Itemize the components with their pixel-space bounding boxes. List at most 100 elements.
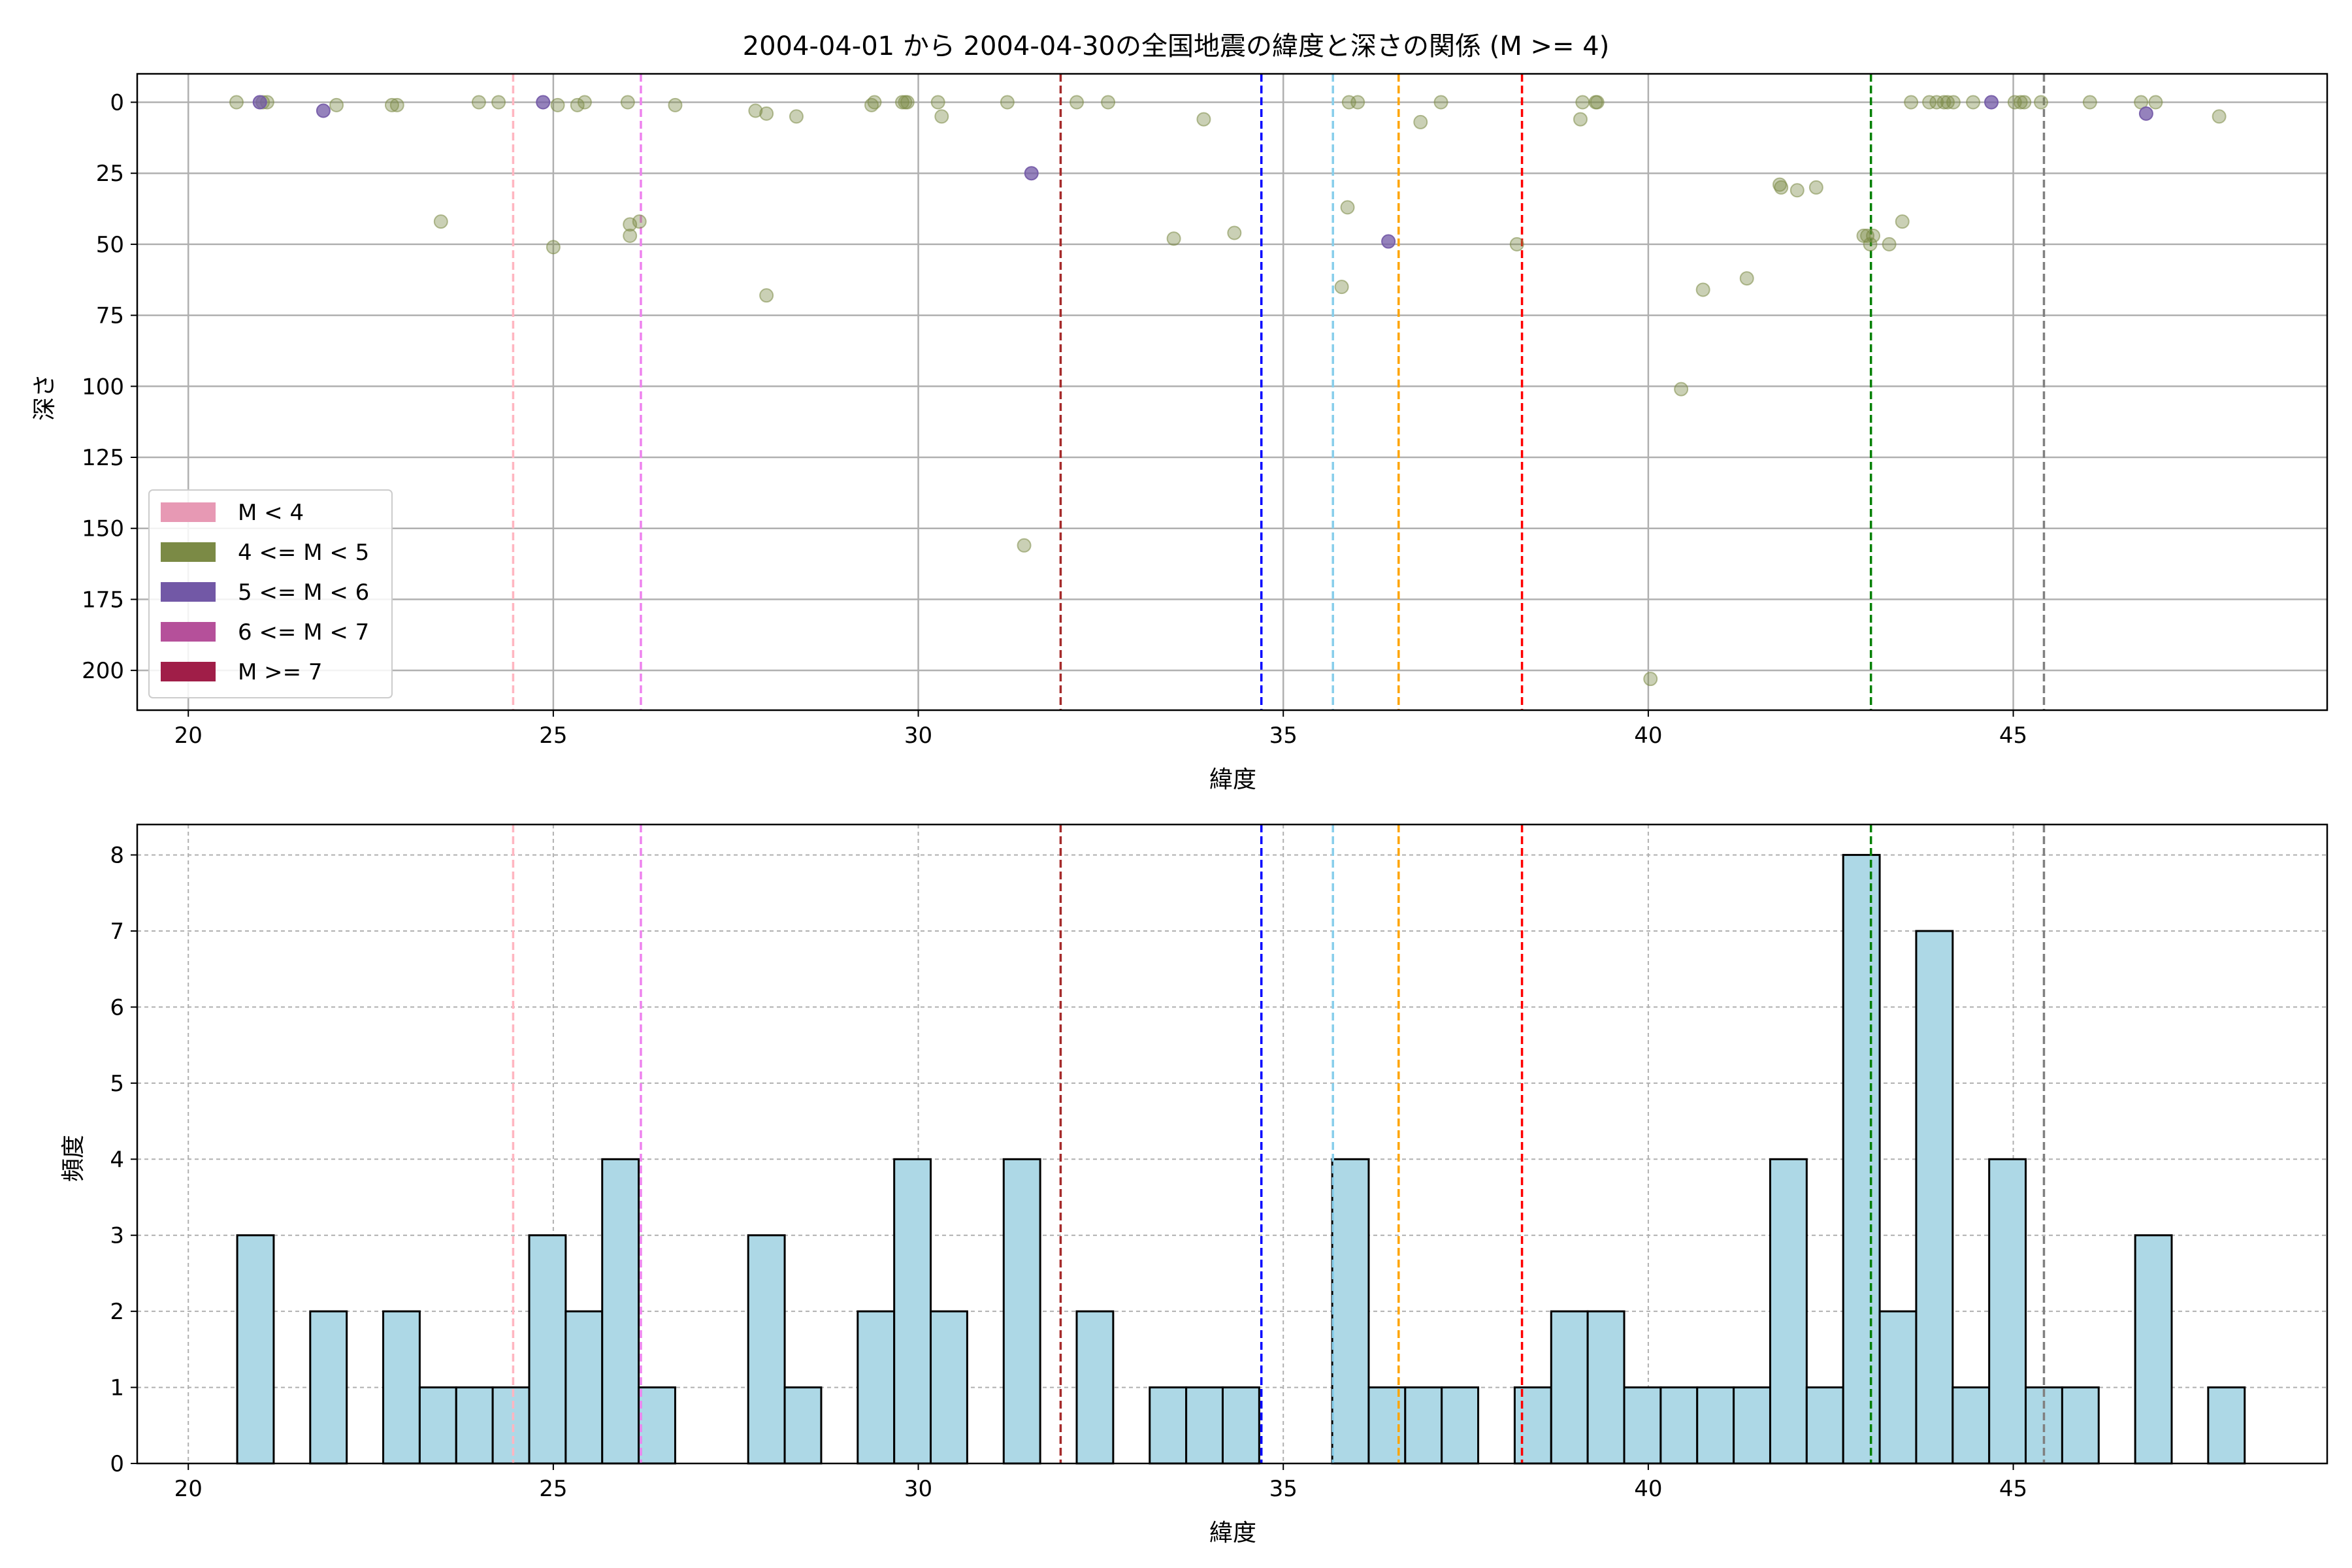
scatter-point [1024,166,1039,181]
histogram-bar [1513,1386,1552,1465]
scatter-point [1017,538,1032,553]
histogram-bar [1952,1386,1991,1465]
histogram-bar [1805,1386,1844,1465]
scatter-point [1808,180,1823,195]
legend-label: 5 <= M < 6 [238,580,369,606]
scatter-point [2034,95,2049,110]
y-tick-label: 5 [110,1071,124,1097]
histogram-bar [857,1310,896,1465]
scatter-point [623,228,638,243]
scatter-point [577,95,592,110]
scatter-point [1904,95,1919,110]
scatter-point [748,103,763,118]
histogram-bar [455,1386,494,1465]
scatter-point [2148,95,2163,110]
scatter-point [433,214,448,229]
scatter-point [934,109,949,124]
legend-items: M < 4 4 <= M < 5 5 <= M < 6 6 <= M < 7 M >= … [161,500,369,685]
scatter-y-label: 深さ [31,374,58,421]
histogram-bar [1988,1158,2027,1465]
histogram-bar [783,1386,823,1465]
histogram-bar [1915,930,1954,1465]
scatter-point [546,240,561,255]
scatter-point [1000,95,1015,110]
scatter-point [252,95,267,110]
legend-swatch [161,662,216,681]
scatter-point [1070,95,1085,110]
y-tick-label: 4 [110,1147,124,1173]
histogram-bar [1623,1386,1662,1465]
scatter-point [316,103,331,118]
scatter-point [1573,112,1588,127]
y-tick-label: 200 [82,658,124,684]
legend: M < 4 4 <= M < 5 5 <= M < 6 6 <= M < 7 M >= … [148,489,393,698]
x-tick-label: 40 [1634,1476,1662,1502]
x-tick-label: 20 [174,1476,203,1502]
y-tick-label: 175 [82,587,124,613]
scatter-point [570,97,585,112]
scatter-point [1643,672,1658,687]
scatter-point [550,97,565,112]
scatter-point [1381,234,1396,249]
scatter-point [1350,95,1365,110]
histogram-bar [893,1158,932,1465]
scatter-point [1509,237,1524,252]
scatter-point [384,97,399,112]
scatter-point [1882,237,1897,252]
scatter-point [620,95,635,110]
histogram-bar [528,1234,567,1465]
legend-swatch [161,542,216,562]
y-tick-label: 150 [82,516,124,542]
x-tick-label: 35 [1269,723,1298,749]
histogram-bar [418,1386,457,1465]
histogram-bar [309,1310,348,1465]
y-tick-label: 1 [110,1375,124,1401]
y-tick-label: 3 [110,1223,124,1249]
histogram-bar [638,1386,676,1465]
scatter-point [229,95,244,110]
scatter-point [1984,95,1999,110]
x-tick-label: 40 [1634,723,1662,749]
histogram-frame [136,823,2328,1465]
histogram-bar [930,1310,968,1465]
histogram-bar [601,1158,640,1465]
scatter-point [1334,280,1349,295]
histogram-bar [1441,1386,1480,1465]
legend-frame [148,489,393,698]
scatter-point [2017,95,2032,110]
histogram-bar [2061,1386,2100,1465]
scatter-point [867,95,882,110]
scatter-point [2013,95,2028,110]
histogram-bar [1878,1310,1918,1465]
histogram-bar [1842,854,1881,1465]
scatter-point [1101,95,1116,110]
scatter-point [1674,382,1689,397]
scatter-point [1695,282,1710,297]
histogram-bar [2207,1386,2246,1465]
scatter-point [759,288,774,303]
scatter-point [536,95,551,110]
x-tick-label: 45 [1999,1476,2027,1502]
scatter-point [1966,95,1981,110]
x-tick-label: 30 [904,723,932,749]
histogram-y-label: 頻度 [60,1135,87,1182]
scatter-point [1866,228,1881,243]
histogram-bar [1586,1310,1625,1465]
scatter-x-label: 緯度 [1209,766,1256,793]
scatter-point [1590,95,1605,110]
chart-title: 2004-04-01 から 2004-04-30の全国地震の緯度と深さの関係 (… [743,31,1610,61]
x-tick-label: 25 [539,723,567,749]
y-tick-label: 7 [110,919,124,945]
scatter-point [930,95,945,110]
histogram-bar [1404,1386,1443,1465]
histogram-bar [747,1234,786,1465]
scatter-point [389,97,404,112]
y-tick-label: 25 [96,161,124,187]
scatter-point [329,97,344,112]
scatter-point [1863,237,1878,252]
scatter-point [1227,225,1242,240]
scatter-point [1929,95,1944,110]
legend-swatch [161,582,216,602]
scatter-point [1413,114,1428,129]
scatter-axes: 20 25 30 35 40 45 0 25 50 75 100 125 150 175 200 [82,73,2328,749]
